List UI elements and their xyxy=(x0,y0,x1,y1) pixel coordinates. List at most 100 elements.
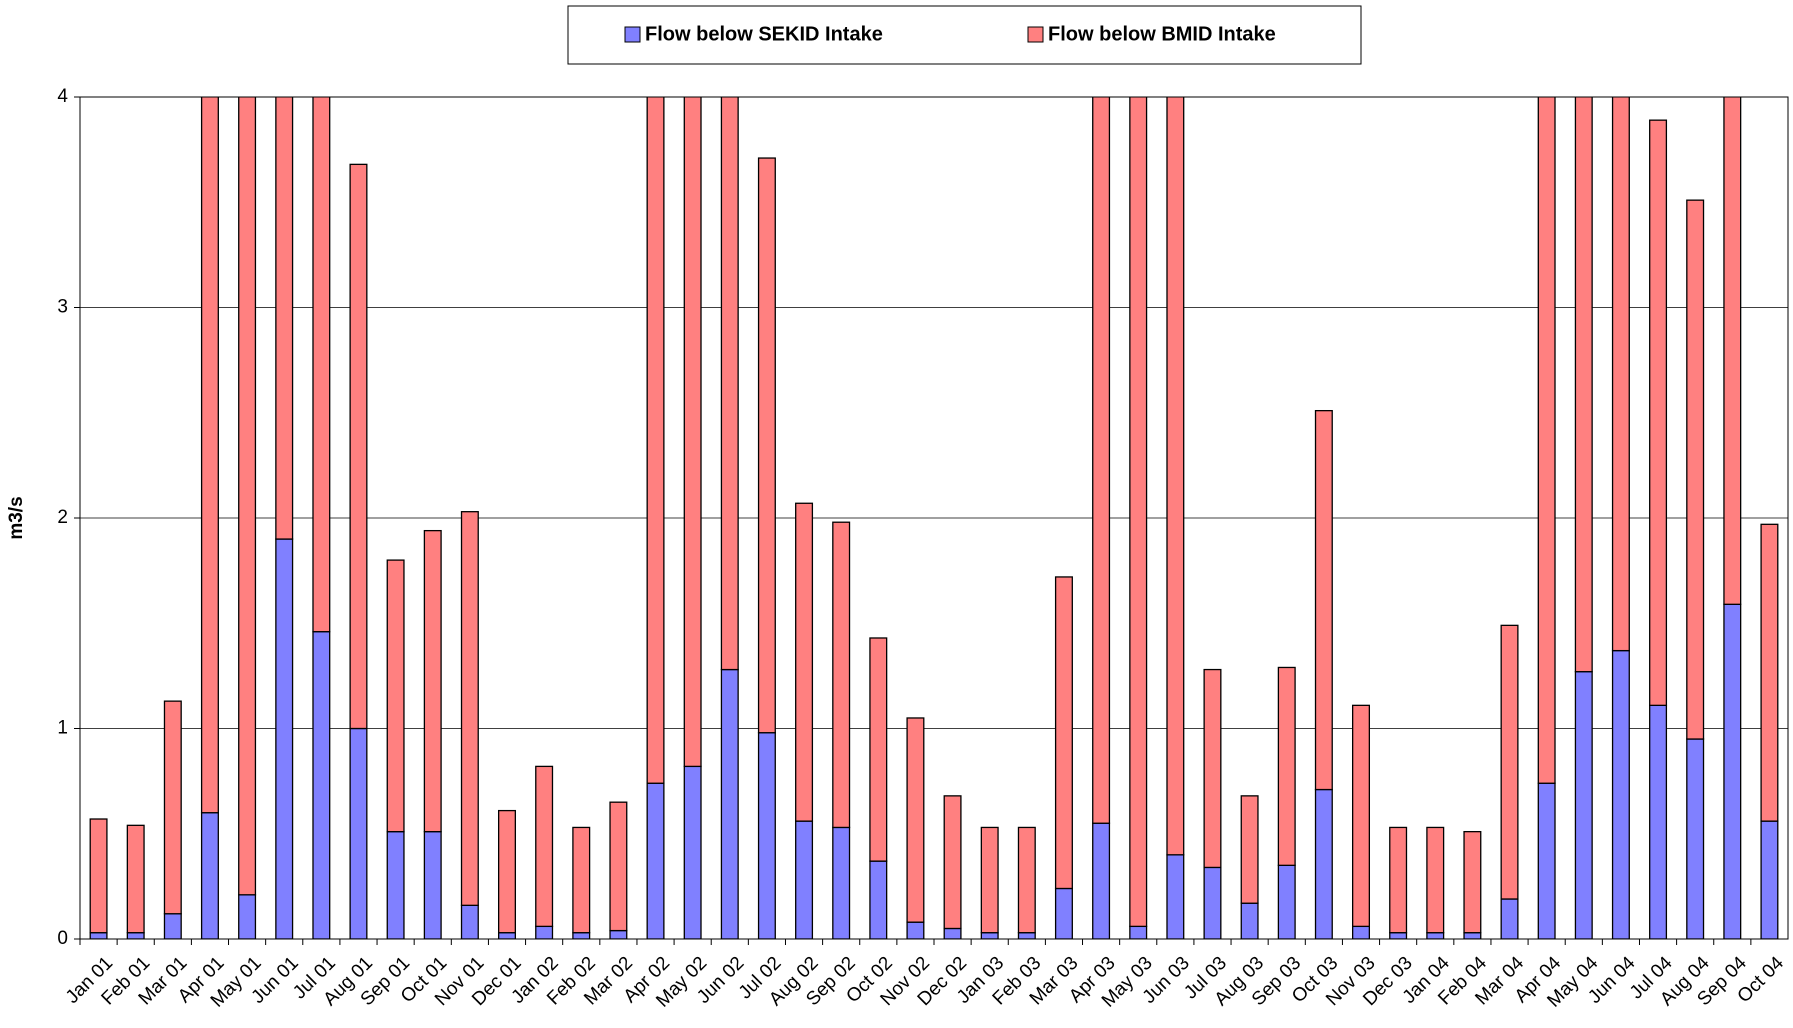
bar-segment xyxy=(1723,603,1742,939)
bar-segment xyxy=(1054,576,1073,890)
bar-segment xyxy=(1389,826,1408,934)
bar-segment xyxy=(683,97,702,768)
bar-segment xyxy=(980,932,999,939)
bar-segment xyxy=(832,826,851,939)
bar-segment xyxy=(795,502,814,822)
bar-segment xyxy=(1649,704,1668,939)
bar-segment xyxy=(1723,97,1742,605)
y-tick-label: 1 xyxy=(57,718,68,739)
bar-segment xyxy=(386,830,405,939)
bar-segment xyxy=(646,97,665,784)
bar-segment xyxy=(1203,668,1222,869)
bar-segment xyxy=(1574,671,1593,939)
bar-segment xyxy=(1017,826,1036,934)
bar-segment xyxy=(423,529,442,833)
bar-segment xyxy=(609,929,628,939)
bar-segment xyxy=(460,904,479,939)
bar-segment xyxy=(943,927,962,939)
bar-segment xyxy=(163,700,182,915)
bar-segment xyxy=(1649,119,1668,706)
bar-segment xyxy=(1054,887,1073,939)
bar-segment xyxy=(275,538,294,939)
y-tick-label: 3 xyxy=(57,297,68,318)
bar-segment xyxy=(89,932,108,939)
bar-segment xyxy=(238,97,257,896)
bar-segment xyxy=(1574,97,1593,673)
bar-segment xyxy=(1351,704,1371,928)
bar-segment xyxy=(1611,649,1630,939)
y-tick-label: 4 xyxy=(57,86,68,107)
bar-segment xyxy=(943,795,962,930)
bar-segment xyxy=(312,97,331,633)
bar-segment xyxy=(1537,97,1556,784)
y-tick-label: 2 xyxy=(57,507,68,528)
bar-segment xyxy=(906,921,925,939)
bar-segment xyxy=(795,820,814,939)
bar-segment xyxy=(535,765,554,928)
bar-segment xyxy=(1017,932,1036,939)
bar-segment xyxy=(1686,199,1705,740)
bar-segment xyxy=(757,157,776,734)
bar-segment xyxy=(1129,97,1148,928)
y-tick-label: 0 xyxy=(57,928,68,949)
bar-segment xyxy=(1166,854,1185,939)
bar-segment xyxy=(89,818,108,934)
bar-segment xyxy=(1389,932,1408,939)
bar-segment xyxy=(349,727,368,939)
legend-box xyxy=(567,5,1362,65)
bar-segment xyxy=(126,932,145,939)
bar-segment xyxy=(757,732,776,939)
bar-segment xyxy=(1537,782,1556,939)
bar-segment xyxy=(312,631,331,939)
legend-label: Flow below BMID Intake xyxy=(1048,23,1276,45)
bar-segment xyxy=(572,826,591,934)
bar-segment xyxy=(1203,866,1222,939)
bar-segment xyxy=(832,521,851,829)
bar-segment xyxy=(1277,864,1296,939)
bar-segment xyxy=(238,894,257,939)
bar-segment xyxy=(460,511,479,906)
bars xyxy=(89,97,1779,939)
bar-segment xyxy=(1351,925,1371,939)
bar-segment xyxy=(1686,738,1705,939)
bar-segment xyxy=(1314,409,1333,791)
bar-segment xyxy=(906,717,925,923)
bar-segment xyxy=(1463,932,1482,939)
bar-segment xyxy=(572,932,591,939)
bar-segment xyxy=(200,812,219,939)
legend-swatch xyxy=(624,26,641,43)
bar-segment xyxy=(497,932,517,939)
bar-segment xyxy=(163,913,182,939)
bar-segment xyxy=(1426,826,1445,934)
bar-segment xyxy=(200,97,219,814)
bar-segment xyxy=(1240,902,1259,939)
legend-label: Flow below SEKID Intake xyxy=(645,23,883,45)
y-axis-label: m3/s xyxy=(6,496,27,539)
bar-segment xyxy=(1500,898,1519,939)
bar-segment xyxy=(1500,624,1519,900)
bar-segment xyxy=(646,782,665,939)
bar-segment xyxy=(869,637,888,862)
bar-segment xyxy=(1166,97,1185,856)
bar-segment xyxy=(349,163,368,730)
legend-swatch xyxy=(1027,26,1044,43)
bar-segment xyxy=(497,809,517,934)
bar-segment xyxy=(1129,925,1148,939)
bar-segment xyxy=(720,668,739,939)
bar-segment xyxy=(609,801,628,932)
bar-segment xyxy=(683,765,702,939)
bar-segment xyxy=(980,826,999,934)
bar-segment xyxy=(1277,666,1296,866)
bar-segment xyxy=(1092,97,1111,824)
grid xyxy=(74,96,1788,940)
bar-segment xyxy=(1463,830,1482,934)
bar-segment xyxy=(126,824,145,934)
bar-segment xyxy=(1760,820,1779,939)
bar-segment xyxy=(386,559,405,833)
bar-segment xyxy=(1092,822,1111,939)
bar-segment xyxy=(1760,523,1779,822)
bar-segment xyxy=(869,860,888,939)
bar-segment xyxy=(1240,795,1259,904)
bar-segment xyxy=(535,925,554,939)
